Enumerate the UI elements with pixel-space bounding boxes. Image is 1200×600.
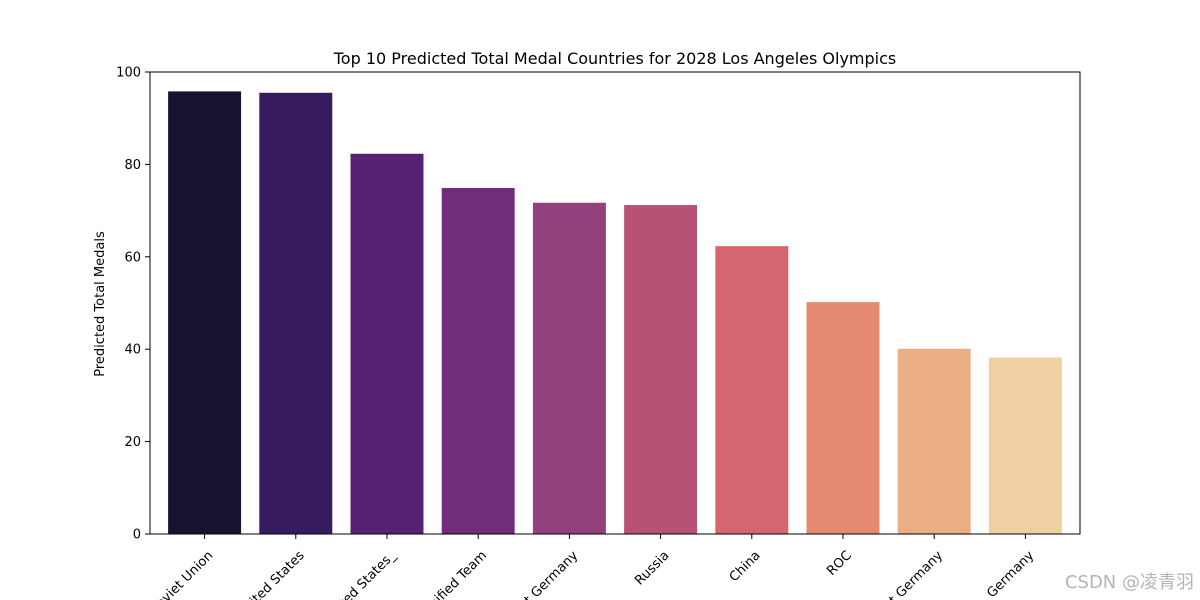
plot-area-frame [149, 71, 1081, 535]
y-tick-label: 20 [124, 435, 141, 450]
x-tick-label: ted States_ [336, 548, 399, 600]
x-tick-label: ited States [247, 548, 307, 600]
x-axis-ticks: oviet Union ited States ted States_ nified … [153, 534, 1037, 600]
bar-9 [897, 348, 971, 534]
x-tick-label: t Germany [522, 548, 582, 600]
chart-title: Top 10 Predicted Total Medal Countries f… [333, 49, 896, 68]
bar-4 [441, 187, 515, 534]
bar-10 [988, 357, 1062, 534]
x-tick-label: t Germany [887, 548, 947, 600]
y-tick-label: 100 [116, 66, 141, 81]
bars-group [168, 91, 1062, 535]
y-tick-label: 0 [133, 528, 141, 543]
x-tick-label: oviet Union [153, 548, 216, 600]
x-tick-label: Germany [984, 548, 1037, 600]
y-tick-label: 40 [124, 343, 141, 358]
bar-3 [350, 153, 424, 534]
y-tick-label: 80 [124, 158, 141, 173]
y-axis-label: Predicted Total Medals [93, 231, 108, 377]
bar-8 [806, 302, 880, 534]
x-tick-label: China [727, 548, 764, 585]
watermark: CSDN @凌青羽 [1065, 572, 1194, 593]
x-tick-label: nified Team [427, 548, 490, 600]
bar-1 [168, 91, 242, 535]
x-tick-label: Russia [632, 548, 672, 588]
bar-7 [715, 246, 789, 535]
y-tick-label: 60 [124, 250, 141, 265]
bar-5 [532, 202, 606, 534]
y-axis-ticks: 0 20 40 60 80 100 [116, 66, 150, 543]
x-tick-label: ROC [824, 548, 855, 579]
bar-2 [259, 92, 333, 534]
bar-6 [624, 205, 698, 534]
